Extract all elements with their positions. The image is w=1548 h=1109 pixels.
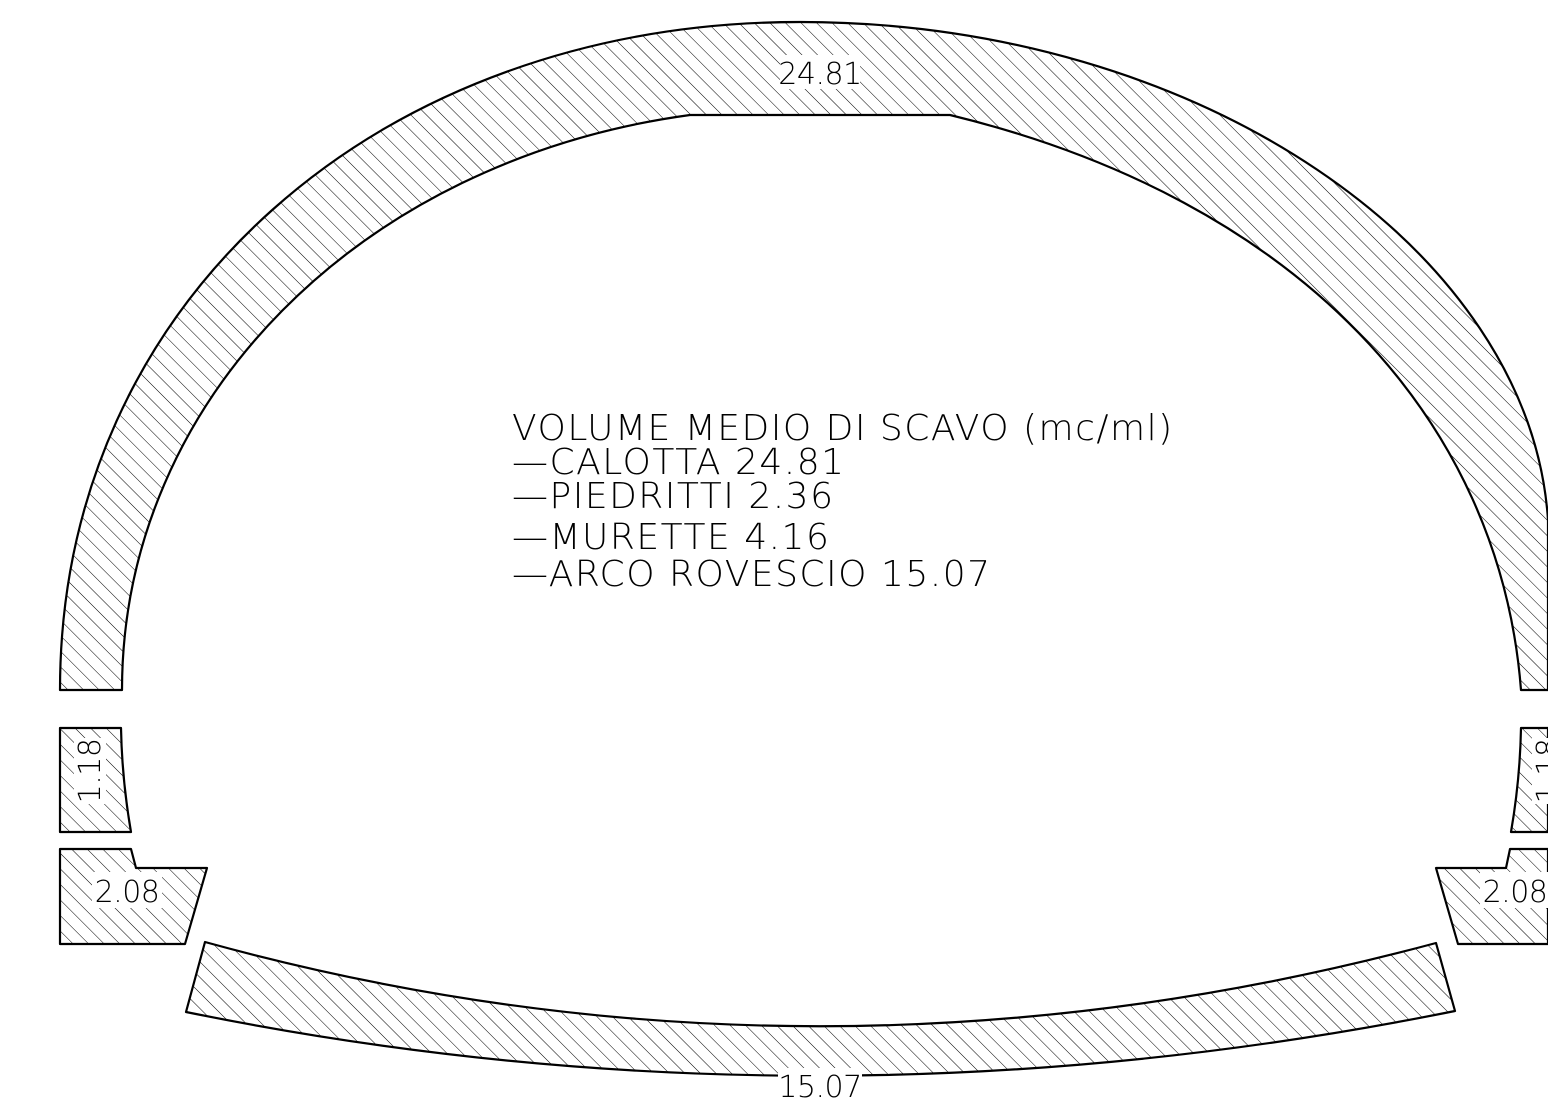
murette-left-value-label: 2.08 <box>95 875 160 910</box>
legend-line-calotta: —CALOTTA 24.81 <box>512 442 846 483</box>
arco-rovescio-region <box>184 940 1457 1077</box>
legend-line-piedritti: —PIEDRITTI 2.36 <box>512 476 835 517</box>
legend-title: VOLUME MEDIO DI SCAVO (mc/ml) <box>512 408 1174 449</box>
piedritto-left-value-label: 1.18 <box>73 739 108 804</box>
legend: VOLUME MEDIO DI SCAVO (mc/ml) —CALOTTA 2… <box>512 408 1174 595</box>
calotta-value-label: 24.81 <box>778 57 861 92</box>
arco-rovescio-value-label: 15.07 <box>778 1070 861 1105</box>
piedritto-right-value-label: 1.18 <box>1531 739 1548 804</box>
legend-line-murette: —MURETTE 4.16 <box>512 517 830 558</box>
legend-line-arco-rovescio: —ARCO ROVESCIO 15.07 <box>512 554 992 595</box>
murette-right-value-label: 2.08 <box>1483 875 1548 910</box>
